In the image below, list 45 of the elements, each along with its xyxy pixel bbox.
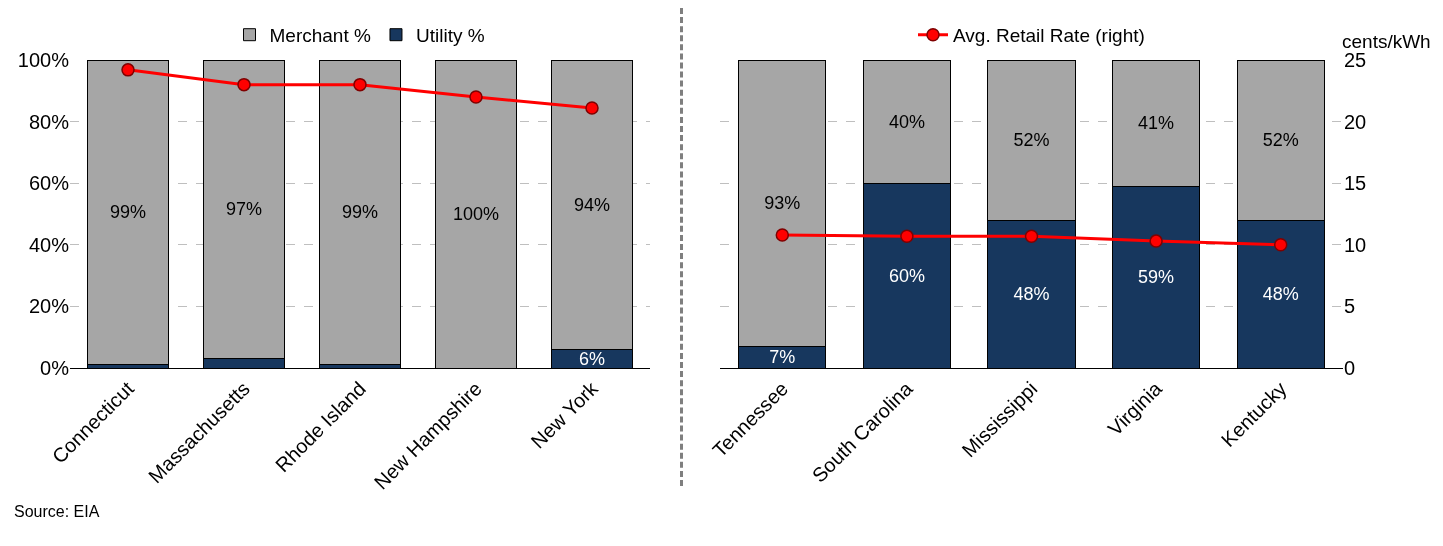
point [469,90,483,104]
legend-label: Avg. Retail Rate (right) [953,25,1145,47]
point [1273,238,1288,252]
point [353,77,367,92]
y2-tick-label: 15 [1344,172,1367,195]
point [1024,229,1039,243]
y2-axis-title: cents/kWh [1342,31,1431,52]
point [585,101,599,115]
data-label: 100% [452,204,500,224]
y2-tick-label: 0 [1344,357,1356,379]
data-label: 7% [769,347,796,368]
data-label: 48% [1013,284,1050,305]
data-label: 48% [1262,284,1299,305]
legend-label: Utility % [415,25,485,47]
y-tick-label: 20% [28,295,70,318]
y2-tick-label: 10 [1344,233,1367,256]
data-label: 93% [764,193,801,214]
source-note: Source: EIA [14,503,100,520]
point [900,229,914,243]
data-label: 52% [1262,130,1299,151]
point [1149,234,1163,248]
point [775,228,790,242]
y-tick-label: 40% [28,233,70,256]
point [237,77,251,92]
y-tick-label: 80% [28,110,70,133]
y2-tick-label: 20 [1344,110,1367,133]
legend-label: Merchant % [269,25,371,47]
data-label: 40% [888,111,925,132]
data-label: 59% [1138,267,1175,288]
bar [318,60,402,366]
data-label: 60% [888,265,925,286]
y-tick-label: 100% [17,49,70,71]
point [121,63,135,77]
y-tick-label: 60% [28,172,70,195]
data-label: 97% [225,199,263,220]
data-label: 94% [573,194,611,215]
y2-tick-label: 25 [1344,49,1367,71]
y-tick-label: 0% [40,357,70,379]
data-label: 6% [578,348,606,369]
bar [86,60,170,366]
data-label: 52% [1013,130,1050,151]
data-label: 99% [109,202,147,223]
data-label: 41% [1138,113,1175,134]
y2-tick-label: 5 [1344,295,1356,318]
data-label: 99% [341,202,379,223]
